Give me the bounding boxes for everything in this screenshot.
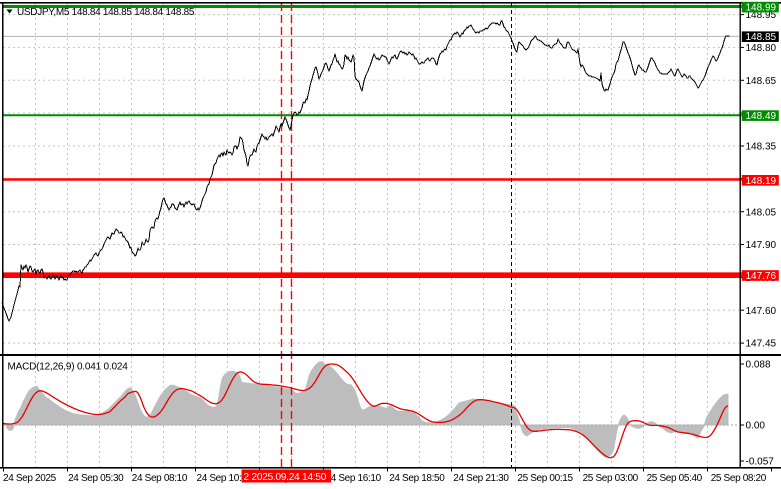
svg-text:24 Sep 08:10: 24 Sep 08:10 <box>132 473 188 484</box>
svg-text:USDJPY,M5 148.84 148.85 148.8: USDJPY,M5 148.84 148.85 148.84 148.85 <box>17 7 195 18</box>
svg-text:2: 2 <box>244 472 250 483</box>
svg-text:0.088: 0.088 <box>746 360 771 371</box>
svg-text:148.19: 148.19 <box>746 176 777 187</box>
svg-text:147.76: 147.76 <box>746 271 777 282</box>
svg-text:24 Sep 2025: 24 Sep 2025 <box>3 473 57 484</box>
svg-text:25 Sep 05:40: 25 Sep 05:40 <box>647 473 703 484</box>
svg-text:-0.057: -0.057 <box>746 457 775 468</box>
svg-text:24 Sep 05:30: 24 Sep 05:30 <box>68 473 124 484</box>
svg-text:25 Sep 03:00: 25 Sep 03:00 <box>583 473 639 484</box>
svg-text:148.05: 148.05 <box>746 207 777 218</box>
svg-text:MACD(12,26,9) 0.041 0.024: MACD(12,26,9) 0.041 0.024 <box>8 362 129 373</box>
svg-text:148.80: 148.80 <box>746 43 777 54</box>
svg-text:148.35: 148.35 <box>746 142 777 153</box>
svg-text:148.95: 148.95 <box>746 10 777 21</box>
svg-text:148.49: 148.49 <box>746 111 777 122</box>
svg-text:148.99: 148.99 <box>746 3 777 14</box>
svg-text:147.45: 147.45 <box>746 339 777 350</box>
svg-text:147.60: 147.60 <box>746 306 777 317</box>
svg-text:148.85: 148.85 <box>746 32 777 43</box>
svg-text:24 Sep 16:10: 24 Sep 16:10 <box>326 473 382 484</box>
svg-text:147.90: 147.90 <box>746 240 777 251</box>
svg-text:148.65: 148.65 <box>746 76 777 87</box>
svg-text:0.00: 0.00 <box>746 421 766 432</box>
svg-text:25 Sep 08:20: 25 Sep 08:20 <box>711 473 767 484</box>
svg-text:24 Sep 10:50: 24 Sep 10:50 <box>197 473 253 484</box>
svg-text:2025.09.24 14:50: 2025.09.24 14:50 <box>252 472 327 483</box>
svg-text:24 Sep 18:50: 24 Sep 18:50 <box>389 473 445 484</box>
svg-text:24 Sep 21:30: 24 Sep 21:30 <box>453 473 509 484</box>
svg-text:25 Sep 00:15: 25 Sep 00:15 <box>517 473 573 484</box>
